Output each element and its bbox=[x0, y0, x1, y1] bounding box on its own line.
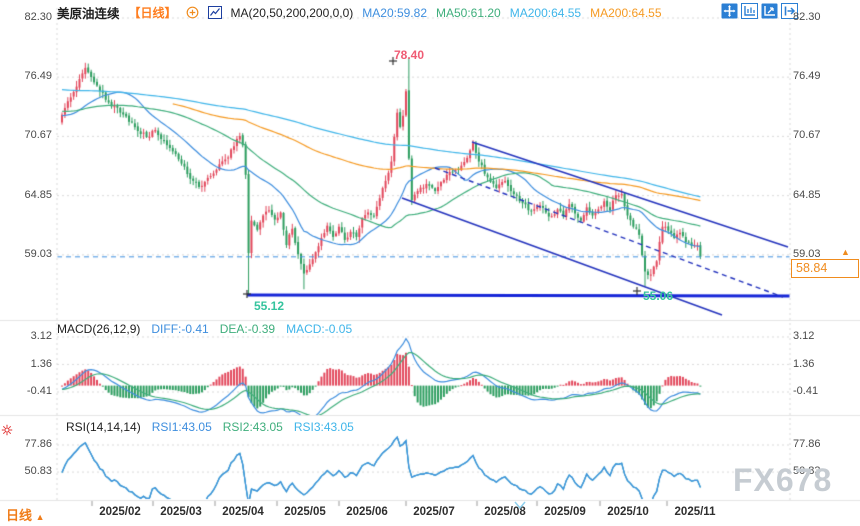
macd-diff-value: DIFF:-0.41 bbox=[151, 322, 209, 336]
shift-right-icon[interactable] bbox=[781, 3, 798, 19]
price-axis-label: 70.67 bbox=[793, 129, 821, 141]
candlestick-chart-icon[interactable] bbox=[207, 6, 222, 19]
rsi-axis-label: 77.86 bbox=[793, 438, 821, 450]
price-axis-label: 70.67 bbox=[24, 129, 52, 141]
symbol-name: 美原油连续 bbox=[57, 7, 120, 21]
ma50-value: MA50:61.20 bbox=[436, 5, 501, 20]
support-price-annotation: 55.12 bbox=[254, 299, 285, 313]
tab-daily-label: 日线 bbox=[6, 508, 33, 523]
month-label: 2025/06 bbox=[346, 506, 388, 518]
month-label: 2025/08 bbox=[484, 506, 526, 518]
macd-axis-label: -0.41 bbox=[793, 385, 819, 397]
price-axis-label: 64.85 bbox=[793, 189, 821, 201]
macd-hist-value: MACD:-0.05 bbox=[286, 322, 353, 336]
pan-tool-icon[interactable] bbox=[721, 3, 738, 19]
add-indicator-icon[interactable] bbox=[186, 6, 199, 19]
month-label: 2025/09 bbox=[544, 506, 586, 518]
macd-axis-label: 1.36 bbox=[30, 358, 52, 370]
price-axis-label: 59.03 bbox=[793, 248, 821, 260]
tab-daily-interval[interactable]: 日线 ▲ bbox=[6, 505, 45, 524]
support-price-annotation-right: 55.06 bbox=[643, 289, 674, 303]
rsi-axis-label: 77.86 bbox=[24, 438, 52, 450]
price-axis-label: 82.30 bbox=[24, 11, 52, 23]
ma-settings-label: MA(20,50,200,200,0,0) bbox=[230, 5, 354, 20]
rsi1-value: RSI1:43.05 bbox=[151, 420, 212, 434]
month-label: 2025/10 bbox=[607, 506, 649, 518]
macd-title: MACD(26,12,9) bbox=[57, 322, 141, 336]
rsi-axis-label: 50.83 bbox=[24, 465, 52, 477]
price-axis-scale-icon[interactable] bbox=[741, 3, 758, 19]
macd-axis-label: 3.12 bbox=[793, 330, 815, 342]
ma200-ema-value: MA200:64.55 bbox=[590, 5, 662, 20]
price-axis-label: 76.49 bbox=[793, 70, 821, 82]
rsi-axis-label: 50.83 bbox=[793, 465, 821, 477]
rsi3-value: RSI3:43.05 bbox=[293, 420, 354, 434]
chart-header: 美原油连续 【日线】 MA(20,50,200,200,0,0) MA20:59… bbox=[57, 3, 662, 22]
period-label: 【日线】 bbox=[128, 6, 177, 20]
indicator-settings-gear-icon[interactable] bbox=[1, 424, 13, 436]
price-axis-label: 64.85 bbox=[24, 189, 52, 201]
macd-axis-label: 1.36 bbox=[793, 358, 815, 370]
price-axis-label: 82.30 bbox=[793, 11, 821, 23]
macd-axis-label: -0.41 bbox=[26, 385, 52, 397]
month-label: 2025/04 bbox=[222, 506, 264, 518]
price-axis-label: 59.03 bbox=[24, 248, 52, 260]
month-label: 2025/11 bbox=[674, 506, 716, 518]
last-price-tag: 58.84 bbox=[791, 259, 859, 278]
month-label: 2025/03 bbox=[160, 506, 202, 518]
auto-fit-icon[interactable] bbox=[761, 3, 778, 19]
macd-header: MACD(26,12,9) DIFF:-0.41 DEA:-0.39 MACD:… bbox=[57, 322, 352, 336]
high-price-annotation: 78.40 bbox=[394, 48, 425, 62]
macd-axis-label: 3.12 bbox=[30, 330, 52, 342]
axis-chevron-down-icon[interactable] bbox=[513, 501, 527, 510]
ma20-value: MA20:59.82 bbox=[362, 5, 427, 20]
rsi-header: RSI(14,14,14) RSI1:43.05 RSI2:43.05 RSI3… bbox=[66, 420, 354, 434]
watermark: FX678 bbox=[733, 462, 833, 498]
price-up-arrow-icon: ▲ bbox=[841, 247, 850, 257]
macd-dea-value: DEA:-0.39 bbox=[219, 322, 276, 336]
rsi-title: RSI(14,14,14) bbox=[66, 420, 141, 434]
price-axis-label: 76.49 bbox=[24, 70, 52, 82]
month-label: 2025/05 bbox=[284, 506, 326, 518]
chart-toolbar bbox=[721, 3, 798, 19]
rsi2-value: RSI2:43.05 bbox=[222, 420, 283, 434]
month-label: 2025/07 bbox=[413, 506, 455, 518]
ma200-sma-value: MA200:64.55 bbox=[509, 5, 582, 20]
tab-up-arrow-icon: ▲ bbox=[35, 512, 45, 522]
month-label: 2025/02 bbox=[99, 506, 141, 518]
